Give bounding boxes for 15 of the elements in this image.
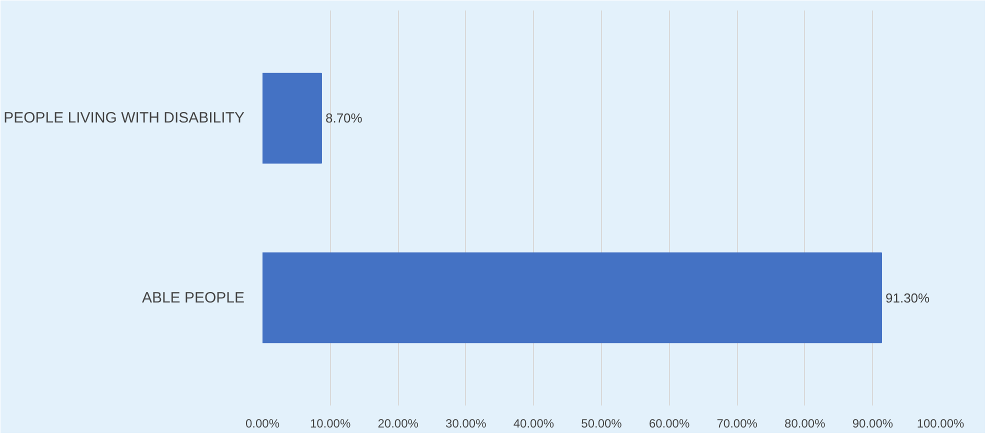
x-tick-label: 20.00% <box>378 416 419 430</box>
x-tick-label: 50.00% <box>581 416 622 430</box>
x-tick-label: 100.00% <box>916 416 965 430</box>
x-tick-label: 60.00% <box>648 416 690 430</box>
data-label: 8.70% <box>325 110 363 126</box>
y-tick-label: PEOPLE LIVING WITH DISABILITY <box>4 110 245 127</box>
x-tick-label: 70.00% <box>716 416 758 430</box>
x-tick-label: 0.00% <box>245 416 280 430</box>
x-tick-label: 30.00% <box>446 416 487 430</box>
x-tick-label: 90.00% <box>852 416 894 430</box>
x-tick-label: 10.00% <box>310 416 351 430</box>
data-label: 91.30% <box>886 290 930 306</box>
x-tick-label: 40.00% <box>513 416 554 430</box>
x-tick-label: 80.00% <box>784 416 826 430</box>
y-tick-label: ABLE PEOPLE <box>142 289 245 306</box>
